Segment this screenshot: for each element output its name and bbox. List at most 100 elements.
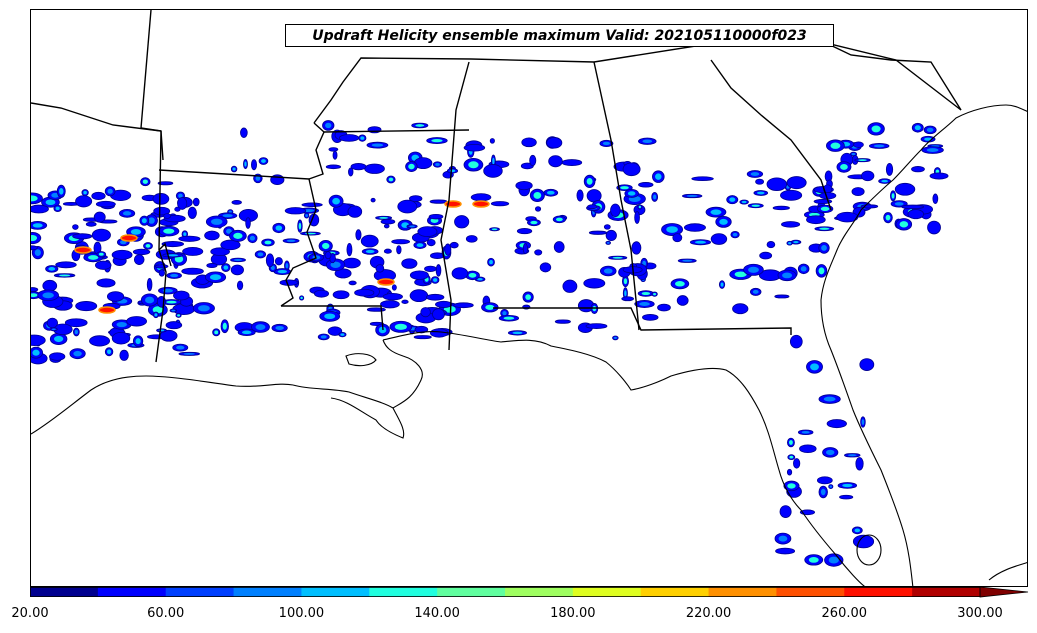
helicity-cell-core — [926, 127, 934, 133]
colorbar-tick-label: 260.00 — [821, 606, 868, 621]
helicity-cell-core — [209, 274, 222, 281]
helicity-cell — [894, 182, 916, 196]
helicity-cell-core — [98, 252, 104, 256]
helicity-cell-core — [861, 419, 865, 425]
helicity-cell — [638, 182, 654, 188]
helicity-cell-core — [233, 258, 243, 261]
helicity-cell-core — [275, 225, 283, 231]
helicity-cell-core — [42, 292, 54, 299]
colorbar-tick-label: 20.00 — [11, 606, 49, 621]
helicity-cell-core — [491, 228, 498, 231]
helicity-cell — [165, 321, 183, 330]
helicity-cell — [932, 193, 939, 205]
colorbar-segment — [912, 587, 981, 597]
helicity-cell — [91, 191, 106, 201]
helicity-cell-core — [371, 143, 384, 147]
helicity-cell-core — [340, 333, 345, 336]
helicity-cell-core — [223, 265, 229, 270]
helicity-cell-core — [277, 269, 287, 274]
colorbar-segment — [437, 587, 506, 597]
helicity-cell-core — [801, 431, 810, 434]
helicity-cell-core — [214, 330, 219, 335]
helicity-cell-core — [821, 244, 827, 251]
helicity-cell — [301, 202, 323, 208]
helicity-cell — [826, 419, 847, 429]
colorbar-outline — [30, 587, 981, 597]
helicity-cell — [676, 295, 689, 306]
helicity-cell-core — [512, 331, 523, 335]
helicity-cell-core — [154, 313, 158, 317]
helicity-cell — [853, 141, 864, 148]
helicity-cell-core — [894, 202, 904, 206]
helicity-cell-core — [176, 345, 185, 350]
coastline-carolina-outer — [988, 562, 1027, 581]
helicity-cell — [454, 215, 470, 229]
helicity-cell-core — [183, 353, 195, 355]
helicity-cell-core — [851, 153, 856, 156]
helicity-cell — [334, 268, 352, 279]
helicity-cell-core — [710, 209, 722, 215]
helicity-cell-core — [655, 173, 662, 180]
helicity-cell — [786, 176, 807, 190]
helicity-cell — [126, 316, 147, 327]
helicity-cell-core — [183, 232, 187, 236]
helicity-cell — [332, 290, 350, 300]
helicity-cell — [328, 147, 339, 152]
colorbar-segment — [708, 587, 777, 597]
helicity-cell-core — [750, 172, 760, 176]
helicity-cell — [42, 279, 58, 292]
helicity-max-cell — [74, 246, 92, 254]
helicity-cell — [759, 251, 773, 260]
colorbar-segment — [97, 587, 167, 597]
helicity-cell-core — [503, 316, 515, 320]
helicity-cell-core — [602, 141, 611, 146]
helicity-cell — [279, 279, 299, 286]
helicity-cell-core — [530, 220, 538, 225]
helicity-cell — [119, 349, 129, 361]
helicity-cell — [396, 245, 402, 255]
helicity-cell — [534, 206, 542, 212]
helicity-cell-core — [789, 440, 793, 445]
helicity-cell-core — [686, 195, 698, 197]
helicity-cell — [152, 193, 170, 205]
helicity-cell-core — [533, 192, 542, 199]
helicity-cell — [111, 249, 133, 260]
helicity-cell — [49, 352, 66, 361]
helicity-cell-core — [800, 266, 807, 272]
helicity-cell — [327, 326, 343, 336]
border-ar-west — [155, 130, 167, 363]
border-ky-tn — [313, 41, 962, 124]
helicity-cell-core — [244, 161, 247, 167]
border-mississippi-river — [280, 178, 317, 307]
helicity-cell-core — [623, 278, 628, 285]
helicity-cell — [346, 243, 353, 257]
helicity-cell — [780, 189, 803, 201]
helicity-cell-core — [433, 278, 438, 282]
helicity-cell — [360, 234, 379, 248]
helicity-cell — [929, 172, 949, 180]
helicity-cell-core — [135, 338, 141, 345]
helicity-cell — [96, 278, 116, 288]
helicity-cell-core — [485, 304, 495, 310]
border-nc-sc — [825, 42, 962, 111]
coastline-florida-east — [820, 299, 914, 586]
helicity-cell — [153, 206, 171, 216]
helicity-cell-core — [152, 306, 164, 314]
helicity-cell-core — [682, 259, 693, 262]
helicity-cell — [435, 300, 453, 308]
helicity-cell — [245, 217, 251, 229]
helicity-cell-core — [642, 139, 653, 144]
border-ok-ar — [31, 102, 164, 161]
helicity-cell — [375, 264, 385, 273]
helicity-cell — [672, 233, 683, 243]
helicity-cell — [772, 205, 790, 211]
colorbar-tick-label: 300.00 — [957, 606, 1003, 621]
helicity-cell — [348, 167, 354, 177]
helicity-cell — [187, 206, 197, 219]
colorbar-segment — [776, 587, 845, 597]
helicity-cell — [354, 288, 375, 297]
helicity-cell — [683, 223, 706, 232]
helicity-cell — [181, 267, 204, 275]
helicity-cell-core — [502, 311, 507, 316]
map-title: Updraft Helicity ensemble maximum Valid:… — [285, 24, 834, 47]
